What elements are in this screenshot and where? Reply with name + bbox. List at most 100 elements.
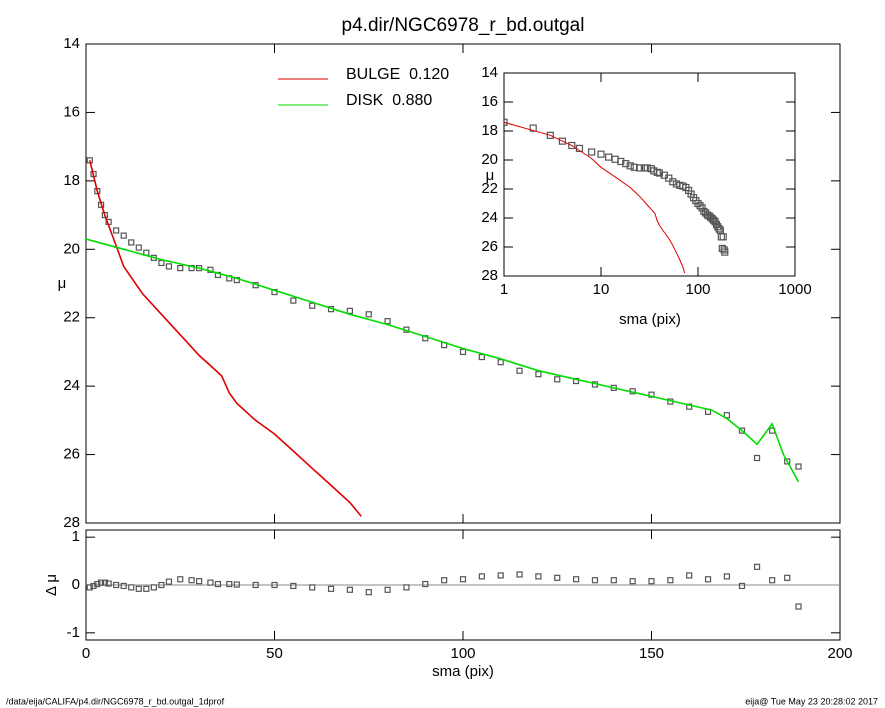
data-point [309,302,316,309]
data-point [135,244,142,251]
data-point [686,572,693,579]
series-line [86,238,800,483]
data-point [327,585,335,592]
data-point [721,248,729,256]
y-tick-label: 26 [63,446,80,463]
data-point [177,576,184,583]
data-point [665,174,673,182]
data-point [105,580,112,587]
data-point [572,576,580,583]
data-point [101,211,108,219]
data-point [113,581,120,589]
data-point [667,577,674,584]
data-point [309,584,316,591]
data-point [165,263,173,270]
series-line [504,121,686,274]
y-tick-label: 24 [63,377,80,394]
data-point [738,427,746,434]
y-tick-label: 0 [72,576,80,593]
y-tick-label: 14 [63,35,80,52]
data-point [441,577,448,584]
data-point [290,297,297,304]
data-point [188,577,195,584]
data-point [655,169,663,177]
data-point [497,572,504,579]
y-tick-label: 28 [63,514,80,531]
data-point [128,239,135,246]
y-axis-label: Δ μ [43,574,60,596]
data-point [554,574,561,581]
data-point [403,584,410,591]
data-point [686,403,693,410]
x-tick-label: 100 [450,645,475,662]
y-tick-label: 22 [63,309,80,326]
x-tick-label: 0 [82,645,90,662]
data-point [252,581,259,589]
data-point [546,131,554,139]
data-point [753,563,761,570]
y-tick-label: 18 [481,122,498,139]
data-point [568,141,576,150]
y-tick-label: 20 [481,151,498,168]
y-tick-label: 16 [481,93,498,110]
data-point [158,581,165,589]
data-point [696,202,704,210]
y-tick-label: -1 [67,624,80,641]
data-point [196,578,203,585]
data-point [346,586,353,593]
y-tick-label: 24 [481,209,498,226]
data-point [177,265,184,272]
y-tick-label: 26 [481,238,498,255]
data-point [214,580,222,588]
data-point [554,376,561,383]
data-point [497,359,504,366]
data-point [719,233,727,241]
data-point [101,579,108,586]
plot-frame [503,72,796,277]
data-point [648,578,655,585]
data-point [784,574,791,581]
x-tick-label: 100 [685,281,710,298]
data-point [715,225,723,233]
data-point [143,585,150,592]
y-tick-label: 16 [63,103,80,120]
data-point [158,259,165,267]
data-point [591,577,599,584]
data-point [365,311,372,318]
data-point [459,576,467,583]
data-point [738,582,746,590]
data-point [529,124,537,132]
legend-label: DISK 0.880 [346,92,432,109]
footer-right: eija@ Tue May 23 20:28:02 2017 [745,696,878,706]
data-point [622,160,630,168]
x-tick-label: 1 [500,281,508,298]
data-point [94,580,101,588]
y-tick-label: 28 [481,267,498,284]
data-point [478,573,485,580]
data-point [694,199,702,208]
data-point [653,168,661,176]
y-tick-label: 14 [481,64,498,81]
data-point [120,232,127,239]
y-tick-label: 18 [63,172,80,189]
data-point [704,576,712,583]
data-point [516,367,523,374]
data-point [226,580,233,588]
data-point [629,578,636,585]
data-point [626,162,634,170]
plot-frame [85,43,841,524]
data-point [717,233,725,241]
chart-title: p4.dir/NGC6978_r_bd.outgal [342,15,585,36]
data-point [630,163,638,171]
data-point [795,603,802,610]
data-point [422,580,429,588]
data-point [346,307,353,314]
data-point [150,584,157,591]
series-line [89,160,362,517]
data-point [233,581,240,588]
data-point [384,318,391,325]
y-axis-label: μ [58,275,67,292]
legend-label: BULGE 0.120 [346,66,449,83]
data-point [535,573,542,580]
